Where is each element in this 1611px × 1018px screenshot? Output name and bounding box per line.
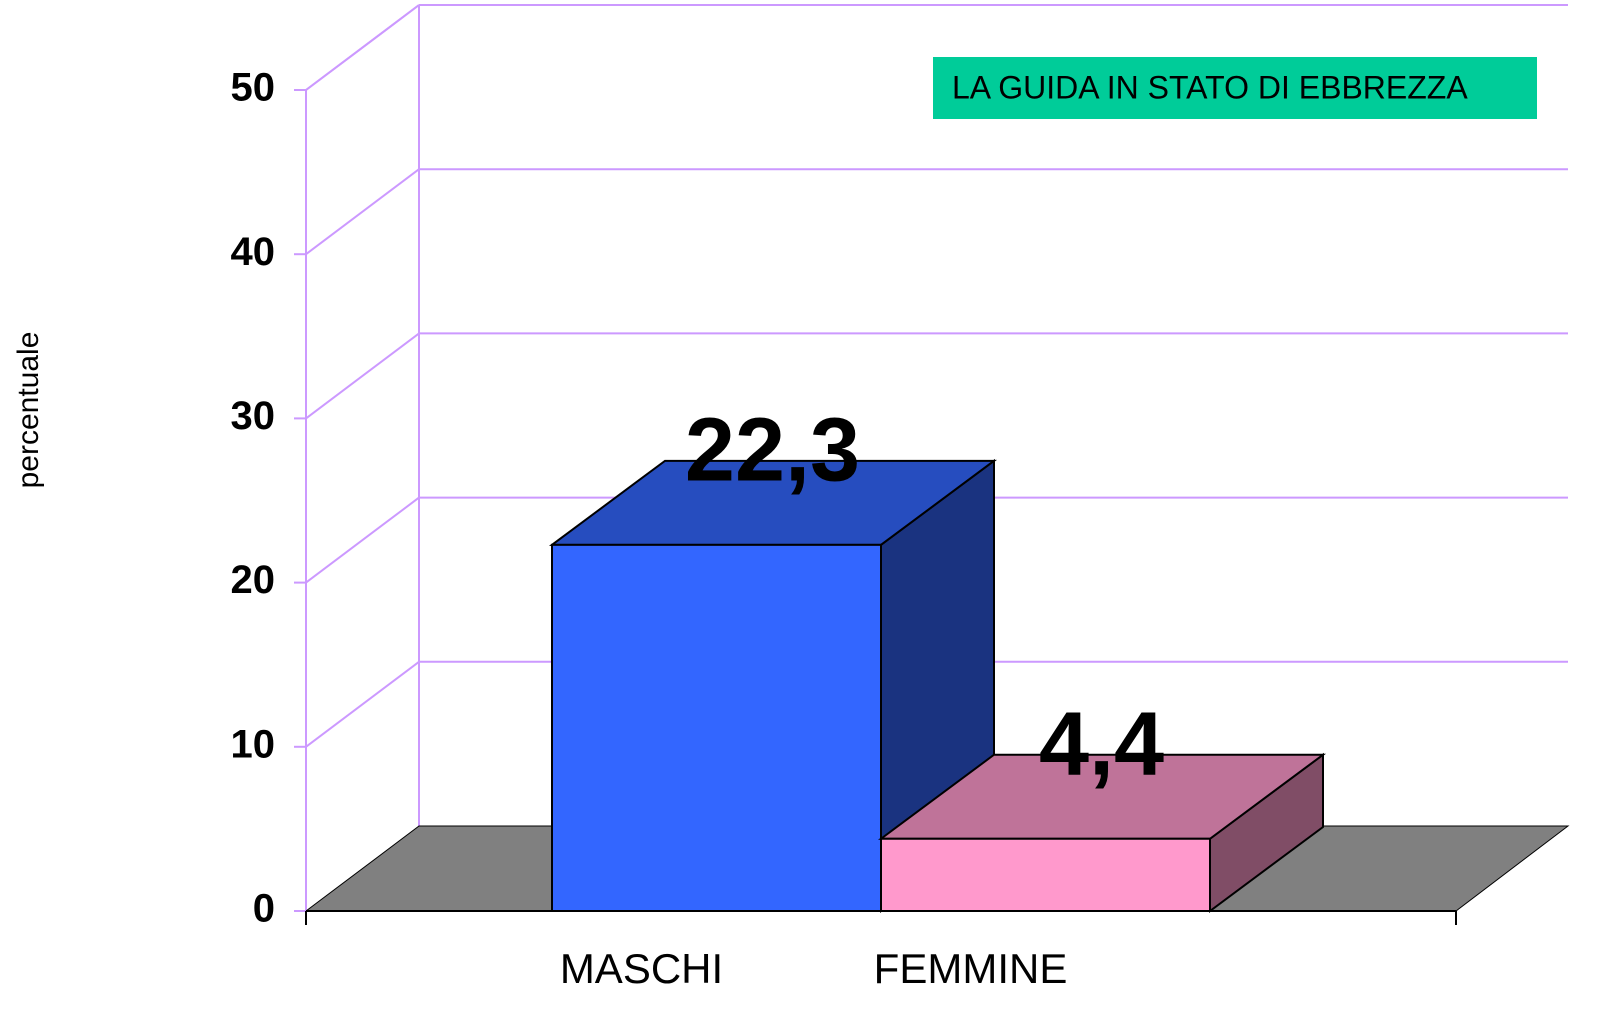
grid-line bbox=[305, 661, 420, 748]
y-tick-label: 10 bbox=[231, 722, 276, 766]
y-tick-label: 30 bbox=[231, 394, 276, 438]
x-tick-label: MASCHI bbox=[560, 945, 723, 992]
bar bbox=[551, 543, 882, 912]
grid-line bbox=[305, 4, 420, 91]
x-tick-label: FEMMINE bbox=[874, 945, 1068, 992]
data-label: 22,3 bbox=[685, 401, 860, 501]
bar bbox=[880, 837, 1211, 913]
grid-line bbox=[305, 332, 420, 420]
grid-line bbox=[305, 168, 420, 255]
y-axis-label: percentuale bbox=[12, 332, 45, 489]
y-tick-label: 40 bbox=[231, 230, 276, 274]
y-tick-label: 50 bbox=[231, 66, 276, 110]
y-tick-label: 0 bbox=[253, 887, 275, 931]
annotation: LA GUIDA IN STATO DI EBBREZZA bbox=[952, 69, 1468, 105]
grid-line bbox=[305, 496, 420, 584]
y-tick-label: 20 bbox=[231, 558, 276, 602]
data-label: 4,4 bbox=[1039, 695, 1164, 795]
annotation-box bbox=[933, 57, 1537, 119]
